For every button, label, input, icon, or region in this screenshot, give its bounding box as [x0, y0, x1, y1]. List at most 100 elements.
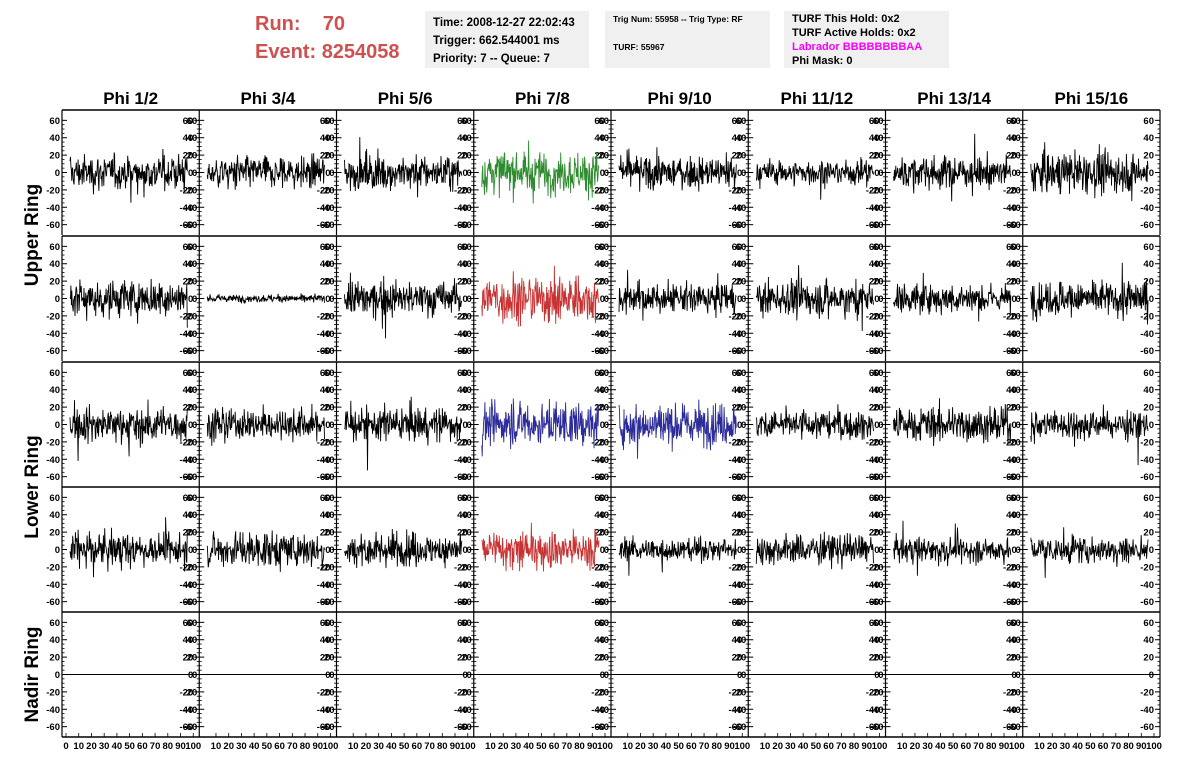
y-tick-left: 40 — [1010, 259, 1021, 270]
y-tick-left: 0 — [329, 420, 334, 431]
x-tick-label: 20 — [223, 741, 234, 752]
y-tick-left: 40 — [49, 385, 60, 396]
y-tick-right: -20 — [180, 437, 194, 448]
y-tick-left: 40 — [873, 635, 884, 646]
x-tick-label: 40 — [935, 741, 946, 752]
y-tick-right: 0 — [1011, 420, 1016, 431]
y-tick-right: 60 — [1143, 493, 1154, 504]
y-tick-right: 20 — [457, 151, 468, 162]
y-tick-left: 40 — [324, 510, 335, 521]
x-tick-label: 100 — [872, 741, 888, 752]
x-tick-label: 50 — [1085, 741, 1096, 752]
y-tick-left: -40 — [595, 580, 609, 591]
y-tick-left: -60 — [321, 472, 335, 483]
waveform-trace — [69, 517, 188, 578]
x-tick-label: 60 — [1098, 741, 1109, 752]
y-tick-left: 20 — [873, 277, 884, 288]
y-tick-left: 20 — [187, 528, 198, 539]
y-tick-right: 40 — [732, 385, 743, 396]
y-tick-right: 0 — [600, 670, 605, 681]
y-tick-left: -20 — [458, 562, 472, 573]
y-tick-left: -60 — [321, 346, 335, 357]
y-tick-right: -40 — [454, 455, 468, 466]
y-tick-right: -40 — [866, 705, 880, 716]
y-tick-left: 0 — [466, 420, 471, 431]
y-tick-left: 60 — [1010, 242, 1021, 253]
y-tick-right: -40 — [1140, 580, 1154, 591]
y-tick-left: 0 — [604, 420, 609, 431]
y-tick-right: -60 — [1140, 346, 1154, 357]
y-tick-left: -60 — [595, 346, 609, 357]
y-tick-right: 60 — [594, 116, 605, 127]
x-tick-label: 50 — [124, 741, 135, 752]
waveform-trace — [1030, 404, 1149, 466]
x-tick-label: 50 — [673, 741, 684, 752]
y-tick-right: -60 — [180, 220, 194, 231]
y-tick-right: 20 — [594, 277, 605, 288]
y-tick-left: 20 — [736, 403, 747, 414]
y-tick-left: 0 — [741, 545, 746, 556]
y-tick-left: 0 — [741, 168, 746, 179]
y-tick-left: 40 — [598, 259, 609, 270]
y-tick-right: -40 — [729, 203, 743, 214]
y-tick-left: -40 — [458, 705, 472, 716]
y-tick-right: -20 — [729, 687, 743, 698]
y-tick-left: 40 — [461, 133, 472, 144]
x-tick-label: 80 — [574, 741, 585, 752]
event-label: Event: — [255, 41, 317, 63]
y-tick-left: 0 — [466, 294, 471, 305]
y-tick-right: 20 — [869, 403, 880, 414]
x-tick-label: 10 — [485, 741, 496, 752]
y-tick-right: -60 — [1140, 722, 1154, 733]
y-tick-right: 60 — [594, 493, 605, 504]
y-tick-left: -40 — [184, 203, 198, 214]
y-tick-right: 0 — [1149, 420, 1154, 431]
waveform-trace — [893, 520, 1012, 576]
turf-active-holds-text: TURF Active Holds: 0x2 — [792, 27, 916, 39]
y-tick-left: -60 — [321, 220, 335, 231]
y-tick-right: 20 — [183, 528, 194, 539]
y-tick-right: 20 — [869, 277, 880, 288]
y-tick-right: -40 — [180, 329, 194, 340]
y-tick-right: 20 — [320, 528, 331, 539]
x-tick-label: 10 — [211, 741, 222, 752]
y-tick-left: -40 — [184, 455, 198, 466]
y-tick-right: 20 — [457, 528, 468, 539]
y-tick-left: 20 — [49, 528, 60, 539]
y-tick-left: 20 — [1010, 653, 1021, 664]
y-tick-left: 40 — [1010, 635, 1021, 646]
run-label: Run: — [255, 13, 301, 35]
y-tick-right: 60 — [732, 618, 743, 629]
y-tick-right: 60 — [1006, 368, 1017, 379]
x-tick-label: 50 — [811, 741, 822, 752]
y-tick-left: 20 — [736, 277, 747, 288]
y-tick-left: 20 — [49, 653, 60, 664]
y-tick-left: -20 — [321, 437, 335, 448]
y-tick-right: 20 — [594, 403, 605, 414]
waveform-trace — [618, 535, 737, 576]
y-tick-right: -60 — [1003, 220, 1017, 231]
x-tick-label: 40 — [798, 741, 809, 752]
y-tick-right: 60 — [1006, 116, 1017, 127]
y-tick-right: -20 — [1140, 562, 1154, 573]
y-tick-left: 60 — [187, 116, 198, 127]
y-tick-right: -20 — [591, 185, 605, 196]
x-tick-label: 70 — [1111, 741, 1122, 752]
y-tick-right: 40 — [869, 635, 880, 646]
y-tick-right: 60 — [1143, 242, 1154, 253]
x-tick-label: 10 — [1034, 741, 1045, 752]
x-tick-label: 60 — [274, 741, 285, 752]
y-tick-left: 60 — [1010, 368, 1021, 379]
waveform-trace — [755, 531, 874, 570]
y-tick-right: 0 — [188, 168, 193, 179]
x-tick-label: 100 — [597, 741, 613, 752]
y-tick-right: 20 — [869, 653, 880, 664]
y-tick-right: -20 — [591, 311, 605, 322]
